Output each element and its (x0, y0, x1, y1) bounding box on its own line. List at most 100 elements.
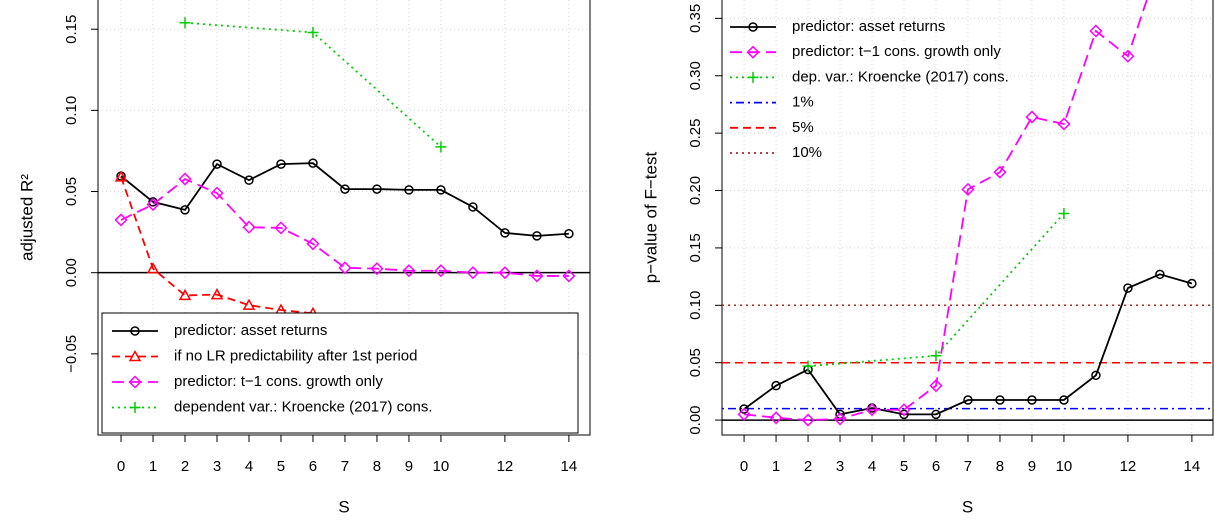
x-tick-label: 0 (740, 458, 748, 475)
marker (532, 231, 542, 241)
marker (402, 264, 416, 278)
legend-label: dep. var.: Kroencke (2017) cons. (792, 68, 1009, 85)
x-tick-label: 12 (497, 458, 514, 475)
marker (771, 380, 781, 391)
marker (244, 175, 254, 185)
marker (1089, 24, 1103, 38)
y-tick-label: 0.15 (63, 15, 80, 44)
marker (1058, 207, 1070, 219)
x-tick-label: 0 (117, 458, 125, 475)
marker (897, 403, 911, 417)
x-tick-label: 3 (213, 458, 221, 475)
x-tick-label: 8 (373, 458, 381, 475)
marker (1091, 370, 1101, 381)
marker (129, 402, 141, 413)
x-tick-label: 10 (1056, 458, 1073, 475)
series-line (743, 273, 1193, 416)
y-axis-label: p−value of F−test (641, 152, 660, 284)
legend-label: predictor: t−1 cons. growth only (174, 373, 383, 390)
marker (833, 412, 847, 426)
x-tick-label: 2 (181, 458, 189, 475)
marker (146, 197, 160, 212)
y-tick-label: 0.05 (687, 348, 704, 377)
x-tick-label: 3 (836, 458, 844, 475)
x-tick-label: 10 (433, 458, 450, 475)
marker (769, 411, 783, 425)
marker (114, 170, 128, 182)
y-tick-label: 0.20 (687, 176, 704, 205)
x-axis-label: S (962, 497, 973, 516)
marker (530, 269, 544, 283)
x-tick-label: 9 (405, 458, 413, 475)
marker (865, 403, 879, 417)
marker (930, 350, 942, 362)
marker (128, 349, 142, 362)
marker (748, 22, 758, 32)
legend-label: if no LR predictability after 1st period (174, 347, 417, 364)
x-tick-label: 14 (561, 458, 578, 475)
marker (961, 182, 975, 196)
marker (210, 186, 224, 200)
marker (963, 395, 973, 405)
x-tick-label: 14 (1184, 458, 1201, 475)
y-tick-label: 0.00 (63, 258, 80, 287)
x-tick-label: 4 (868, 458, 876, 475)
legend-label: predictor: t−1 cons. growth only (792, 43, 1001, 60)
marker (114, 213, 128, 227)
plot-box (721, 0, 1214, 436)
x-tick-label: 7 (341, 458, 349, 475)
marker (929, 379, 943, 393)
x-tick-label: 5 (277, 458, 285, 475)
x-tick-label: 6 (932, 458, 940, 475)
legend-label: 5% (792, 119, 814, 136)
marker (899, 409, 909, 420)
series-line (120, 162, 569, 237)
x-tick-label: 12 (1120, 458, 1137, 475)
marker (370, 262, 384, 276)
x-tick-label: 2 (804, 458, 812, 475)
x-tick-label: 9 (1028, 458, 1036, 475)
y-tick-label: −0.05 (63, 335, 80, 373)
marker (130, 326, 140, 336)
marker (562, 269, 576, 283)
marker (747, 71, 759, 83)
x-tick-label: 8 (996, 458, 1004, 475)
y-tick-label: 0.25 (687, 119, 704, 148)
y-tick-label: 0.00 (687, 405, 704, 434)
marker (404, 185, 414, 195)
marker (210, 288, 224, 300)
marker (307, 26, 319, 38)
marker (1187, 278, 1197, 289)
marker (1057, 117, 1071, 131)
x-tick-label: 1 (149, 458, 157, 475)
x-tick-label: 4 (245, 458, 253, 475)
marker (212, 159, 222, 169)
marker (1025, 110, 1039, 124)
y-tick-label: 0.10 (63, 96, 80, 125)
x-axis-label: S (338, 497, 349, 516)
x-tick-label: 6 (309, 458, 317, 475)
marker (435, 141, 447, 153)
marker (242, 220, 256, 234)
series-line (807, 212, 1065, 368)
marker (340, 184, 350, 194)
marker (468, 202, 478, 212)
marker (1027, 395, 1037, 405)
marker (178, 172, 192, 186)
y-tick-label: 0.10 (687, 291, 704, 320)
series-line (743, 0, 1148, 421)
x-tick-label: 5 (900, 458, 908, 475)
marker (993, 165, 1007, 179)
marker (372, 184, 382, 194)
marker (739, 404, 749, 414)
legend-label: predictor: asset returns (792, 18, 945, 35)
y-axis-label: adjusted R² (17, 174, 36, 261)
marker (995, 395, 1005, 405)
marker (146, 262, 160, 274)
plot-area (722, 0, 1213, 427)
marker (1059, 395, 1069, 405)
y-tick-label: 0.05 (63, 177, 80, 206)
marker (498, 266, 512, 280)
marker (178, 288, 192, 301)
marker (128, 375, 142, 389)
